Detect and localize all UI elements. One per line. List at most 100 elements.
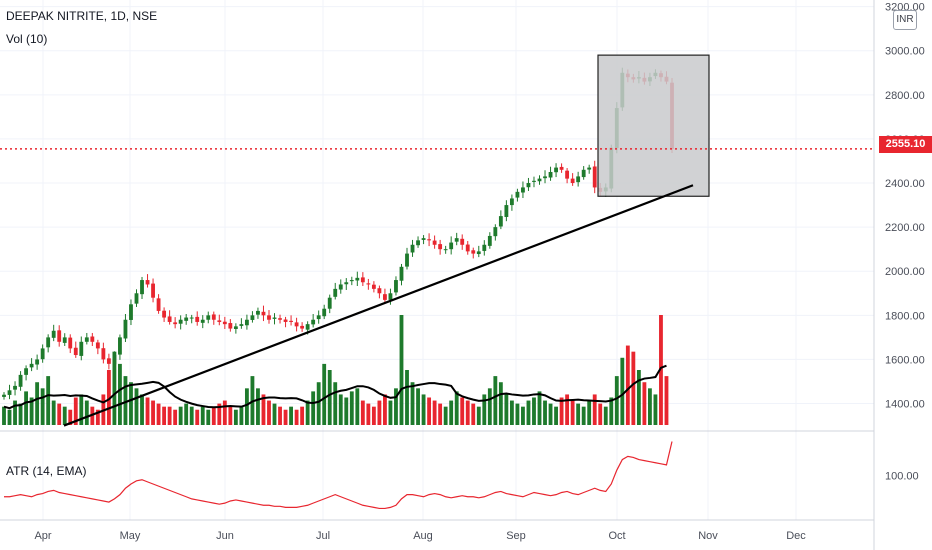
candle-body [228, 323, 233, 329]
candle-body [35, 359, 40, 365]
volume-bar [614, 376, 619, 425]
volume-bar [366, 403, 371, 425]
candle-body [454, 238, 459, 242]
candle-body [460, 238, 465, 245]
candle-body [338, 284, 343, 290]
volume-bar [217, 403, 222, 425]
volume-bar [498, 382, 503, 425]
volume-bar [167, 406, 172, 425]
candle-body [90, 336, 95, 342]
candle-body [438, 244, 443, 250]
x-tick-label: May [120, 530, 141, 542]
volume-bar [421, 394, 426, 425]
volume-bar [327, 370, 332, 425]
candle-body [233, 326, 238, 330]
volume-bar [576, 403, 581, 425]
symbol-legend[interactable]: DEEPAK NITRITE, 1D, NSE [6, 9, 158, 23]
volume-bar [256, 388, 260, 425]
volume-bar [200, 406, 205, 425]
candle-body [360, 277, 365, 283]
candle-body [51, 330, 56, 338]
volume-bar [581, 406, 586, 425]
volume-bar [570, 400, 575, 425]
atr-tick-label: 100.00 [885, 471, 919, 483]
volume-bar [449, 400, 454, 425]
volume-bar [300, 406, 305, 425]
volume-bar [394, 388, 398, 425]
volume-bar [642, 382, 647, 425]
volume-bar [620, 357, 625, 425]
volume-bar [13, 400, 17, 425]
candle-body [487, 235, 492, 246]
candle-body [256, 310, 260, 315]
volume-bar [145, 397, 150, 425]
candle-body [399, 266, 404, 281]
candle-body [333, 288, 338, 297]
volume-bar [106, 370, 111, 425]
y-tick-label: 1600.00 [885, 354, 925, 366]
candle-body [493, 227, 498, 237]
candle-body [29, 363, 34, 368]
candle-body [543, 176, 547, 179]
candle-body [222, 321, 227, 325]
candle-body [140, 280, 144, 295]
volume-ma-line [3, 364, 667, 410]
candle-body [316, 315, 321, 320]
atr-legend[interactable]: ATR (14, EMA) [6, 464, 87, 478]
candle-body [112, 355, 117, 365]
volume-bar [427, 397, 432, 425]
y-tick-label: 2200.00 [885, 222, 925, 234]
candle-body [471, 250, 476, 254]
candle-body [40, 348, 45, 360]
volume-bar [509, 400, 514, 425]
volume-bar [134, 388, 139, 425]
candle-body [13, 385, 17, 390]
candle-body [570, 178, 575, 184]
candle-body [73, 347, 78, 356]
volume-bar [443, 406, 448, 425]
candle-body [62, 337, 67, 343]
volume-bar [62, 406, 67, 425]
y-tick-label: 3000.00 [885, 46, 925, 58]
candle-body [327, 297, 332, 309]
y-tick-label: 2800.00 [885, 90, 925, 102]
candle-body [101, 348, 106, 360]
volume-bar [178, 406, 183, 425]
x-tick-label: Jun [216, 530, 234, 542]
candle-body [349, 280, 354, 282]
volume-bar [383, 394, 387, 425]
volume-bar [51, 400, 56, 425]
volume-legend[interactable]: Vol (10) [6, 32, 48, 46]
candle-body [206, 315, 211, 320]
candle-body [250, 315, 255, 320]
candle-body [449, 242, 454, 250]
candle-body [515, 191, 520, 198]
volume-bar [278, 406, 282, 425]
volume-bar [405, 370, 409, 425]
candle-body [294, 322, 299, 327]
volume-bar [95, 409, 100, 425]
volume-bar [653, 394, 658, 425]
volume-bar [244, 388, 249, 425]
volume-bar [84, 400, 89, 425]
currency-badge[interactable]: INR [893, 10, 917, 30]
candle-body [79, 341, 84, 356]
candle-body [498, 216, 503, 227]
volume-bar [18, 403, 23, 425]
volume-bar [603, 406, 608, 425]
x-tick-label: Nov [698, 530, 718, 542]
candle-body [377, 288, 382, 294]
volume-bar [504, 394, 509, 425]
candle-body [261, 311, 266, 316]
volume-bar [7, 409, 12, 425]
candle-body [427, 239, 432, 241]
candle-body [300, 325, 305, 329]
volume-bar [211, 406, 216, 425]
candle-body [178, 319, 183, 324]
candle-body [344, 282, 349, 285]
chart-grid [0, 0, 874, 520]
volume-bar [598, 403, 603, 425]
volume-bar [388, 400, 393, 425]
candle-body [239, 324, 244, 326]
